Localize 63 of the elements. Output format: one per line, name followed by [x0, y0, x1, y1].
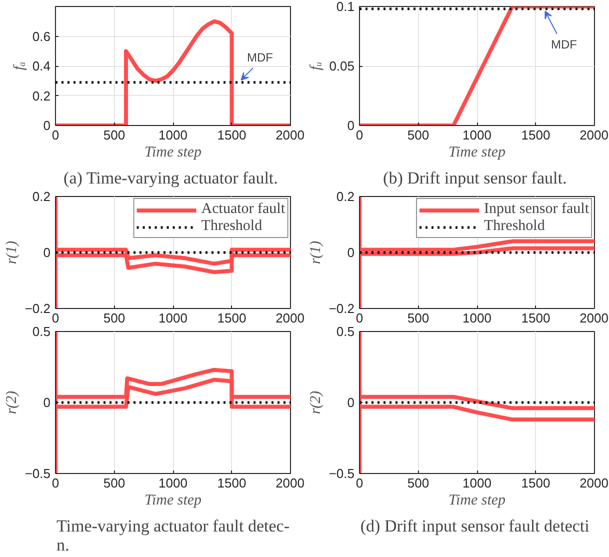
x-tick-label: 1500 — [521, 476, 550, 490]
x-tick-label: 1500 — [521, 310, 550, 326]
text: (a) Time-varying actuator fault. — [64, 168, 278, 188]
x-tick-label: 2000 — [580, 128, 608, 142]
x-tick-label: 2000 — [276, 128, 304, 142]
y-tick-label: 0 — [347, 395, 355, 410]
x-tick-label: 1500 — [217, 128, 246, 142]
ref-line-label: MDF — [246, 50, 273, 64]
x-tick-label: 1000 — [158, 128, 188, 142]
x-tick-label: 2000 — [276, 310, 304, 326]
y-tick-label: 0.2 — [336, 189, 355, 204]
y-axis-title: r(1) — [308, 240, 324, 264]
x-tick-label: 2000 — [276, 476, 304, 490]
x-tick-label: 2000 — [580, 476, 608, 490]
y-tick-label: 0 — [43, 245, 51, 260]
x-axis-title: Time step — [448, 492, 506, 508]
x-tick-label: 500 — [103, 310, 126, 326]
x-axis-title: Time step — [144, 144, 202, 160]
y-tick-label: 0 — [43, 395, 51, 410]
y-tick-label: 0 — [43, 118, 51, 133]
x-axis-title: Time step — [448, 144, 506, 160]
legend-label: Input sensor fault — [484, 201, 589, 218]
ref-line-label: MDF — [550, 38, 577, 52]
x-axis-title: Time step — [144, 492, 202, 508]
y-tick-label: −0.5 — [24, 466, 51, 481]
x-tick-label: 500 — [407, 476, 430, 490]
x-tick-label: 1000 — [158, 476, 188, 490]
x-tick-label: 1000 — [158, 310, 188, 326]
x-tick-label: 2000 — [580, 310, 608, 326]
text: Time-varying actuator fault detec- n. — [56, 516, 290, 554]
y-axis-title: r(2) — [308, 390, 324, 414]
y-axis-title: r(2) — [4, 390, 20, 414]
legend-label: Threshold — [484, 218, 545, 235]
y-axis-title: fₐ — [11, 62, 28, 70]
y-tick-label: 0.4 — [32, 58, 51, 74]
y-tick-label: 0 — [347, 118, 355, 133]
x-tick-label: 500 — [103, 476, 126, 490]
x-tick-label: 1000 — [462, 128, 492, 142]
y-tick-label: −0.5 — [328, 466, 355, 481]
y-tick-label: −0.2 — [328, 301, 355, 316]
legend-label: Actuator fault — [201, 201, 285, 218]
legend-label: Threshold — [201, 218, 262, 235]
y-tick-label: −0.2 — [24, 301, 51, 316]
y-tick-label: 0.5 — [32, 324, 51, 339]
text: (b) Drift input sensor fault. — [383, 168, 567, 188]
x-tick-label: 1500 — [217, 476, 246, 490]
x-tick-label: 500 — [407, 310, 430, 326]
x-tick-label: 1000 — [462, 310, 492, 326]
y-tick-label: 0.2 — [32, 88, 51, 104]
x-tick-label: 1000 — [462, 476, 492, 490]
y-tick-label: 0.1 — [336, 0, 355, 14]
text: (d) Drift input sensor fault detecti — [360, 516, 590, 536]
y-tick-label: 0.5 — [336, 324, 355, 339]
x-tick-label: 1500 — [521, 128, 550, 142]
y-axis-title: fᵤ — [308, 62, 324, 70]
y-axis-title: r(1) — [4, 240, 20, 264]
x-tick-label: 500 — [407, 128, 430, 142]
y-tick-label: 0.2 — [32, 189, 51, 204]
y-tick-label: 0.6 — [32, 28, 51, 44]
y-tick-label: 0.05 — [329, 58, 355, 74]
x-tick-label: 1500 — [217, 310, 246, 326]
y-tick-label: 0 — [347, 245, 355, 260]
x-tick-label: 500 — [103, 128, 126, 142]
